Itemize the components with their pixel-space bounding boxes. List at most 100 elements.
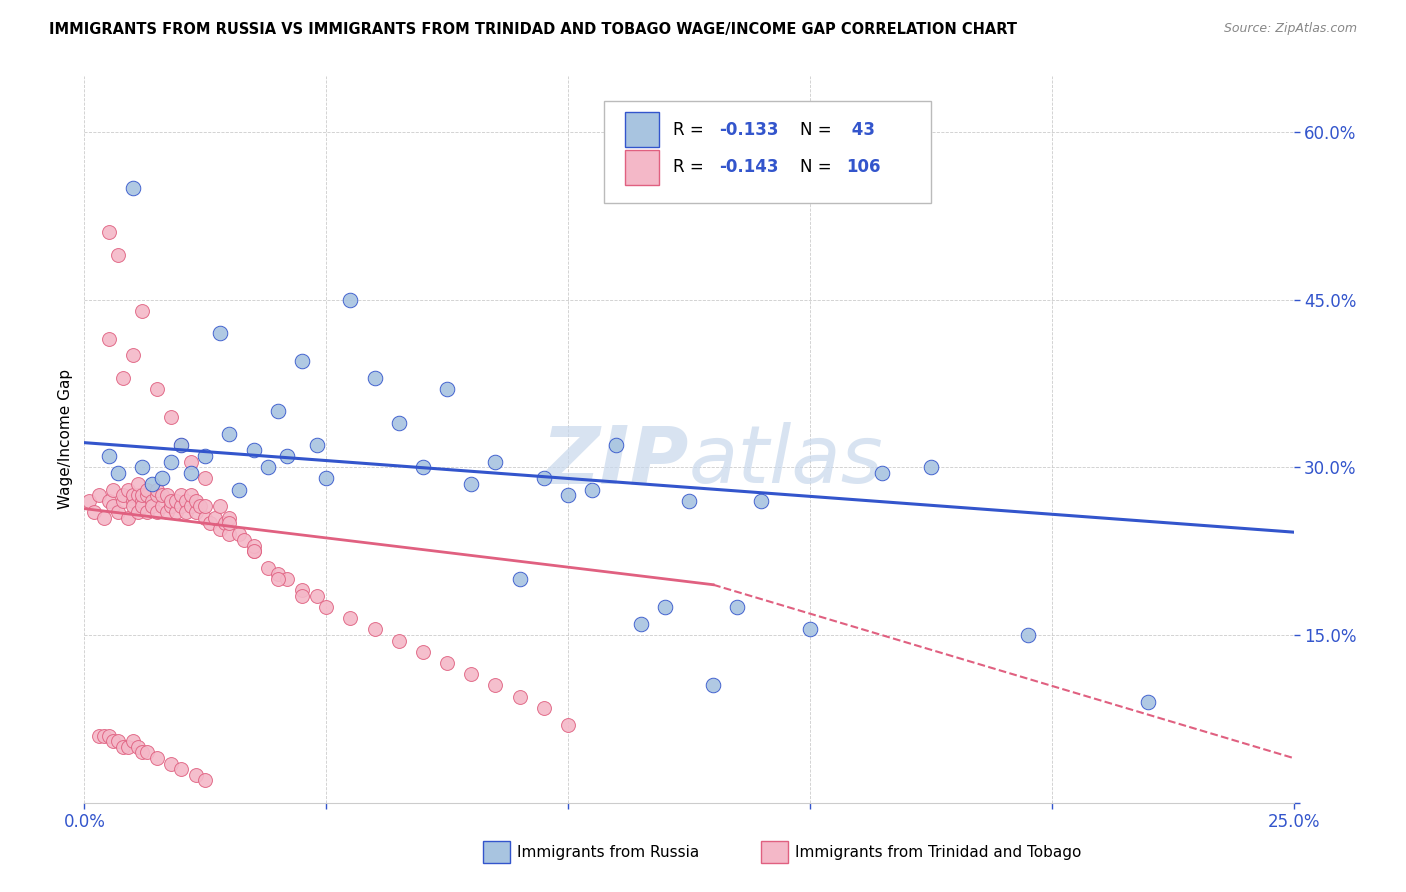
Text: atlas: atlas	[689, 422, 884, 500]
Point	[228, 483, 250, 497]
Point	[97, 449, 120, 463]
Point	[872, 466, 894, 480]
Point	[160, 756, 183, 771]
Point	[751, 493, 773, 508]
Point	[121, 734, 143, 748]
Point	[276, 572, 298, 586]
Point	[165, 505, 187, 519]
Point	[581, 483, 603, 497]
Point	[218, 510, 240, 524]
Point	[174, 505, 197, 519]
Point	[339, 293, 361, 307]
Point	[291, 589, 314, 603]
Point	[170, 438, 193, 452]
Point	[77, 493, 100, 508]
Point	[920, 460, 942, 475]
Point	[146, 382, 169, 396]
Point	[436, 382, 458, 396]
Point	[136, 746, 159, 760]
Point	[412, 460, 434, 475]
Point	[1017, 628, 1039, 642]
Point	[97, 493, 120, 508]
Point	[233, 533, 256, 547]
Point	[291, 583, 314, 598]
Point	[170, 762, 193, 776]
Text: 106: 106	[846, 159, 880, 177]
Point	[121, 488, 143, 502]
Text: R =: R =	[673, 120, 709, 138]
Point	[155, 488, 177, 502]
Text: N =: N =	[800, 120, 837, 138]
Point	[160, 500, 183, 514]
Point	[112, 739, 135, 754]
Point	[121, 348, 143, 362]
Point	[190, 500, 212, 514]
Point	[150, 471, 173, 485]
Point	[276, 449, 298, 463]
Point	[136, 488, 159, 502]
Point	[484, 678, 506, 692]
Bar	[624, 150, 659, 185]
Point	[170, 438, 193, 452]
Bar	[762, 841, 789, 863]
Point	[146, 488, 169, 502]
Point	[509, 572, 531, 586]
Point	[184, 768, 207, 782]
Point	[198, 516, 221, 531]
Point	[180, 488, 202, 502]
Point	[103, 500, 125, 514]
Point	[242, 544, 264, 558]
Point	[305, 589, 328, 603]
Point	[136, 483, 159, 497]
Point	[127, 488, 149, 502]
Point	[131, 460, 153, 475]
Point	[160, 455, 183, 469]
Point	[184, 505, 207, 519]
Point	[112, 371, 135, 385]
Point	[112, 493, 135, 508]
Point	[1137, 695, 1160, 709]
Point	[208, 326, 231, 340]
Text: IMMIGRANTS FROM RUSSIA VS IMMIGRANTS FROM TRINIDAD AND TOBAGO WAGE/INCOME GAP CO: IMMIGRANTS FROM RUSSIA VS IMMIGRANTS FRO…	[49, 22, 1017, 37]
Point	[228, 527, 250, 541]
Point	[267, 572, 290, 586]
Point	[93, 510, 115, 524]
Point	[107, 248, 129, 262]
Point	[363, 623, 385, 637]
Point	[257, 460, 280, 475]
Point	[180, 466, 202, 480]
Point	[218, 426, 240, 441]
Text: -0.143: -0.143	[720, 159, 779, 177]
Point	[131, 493, 153, 508]
Point	[460, 667, 482, 681]
Point	[214, 516, 236, 531]
Point	[533, 700, 555, 714]
Bar	[484, 841, 510, 863]
Point	[146, 483, 169, 497]
Point	[388, 416, 411, 430]
Point	[242, 544, 264, 558]
Text: R =: R =	[673, 159, 709, 177]
Bar	[624, 112, 659, 147]
Point	[103, 734, 125, 748]
Point	[436, 656, 458, 670]
Point	[194, 500, 217, 514]
Point	[180, 500, 202, 514]
Text: -0.133: -0.133	[720, 120, 779, 138]
Point	[141, 500, 163, 514]
Point	[131, 488, 153, 502]
Point	[630, 616, 652, 631]
Point	[170, 488, 193, 502]
Point	[150, 500, 173, 514]
Point	[160, 409, 183, 424]
Point	[242, 539, 264, 553]
Point	[160, 493, 183, 508]
Point	[136, 505, 159, 519]
Point	[267, 404, 290, 418]
Point	[204, 510, 226, 524]
Point	[170, 500, 193, 514]
Point	[97, 332, 120, 346]
Point	[121, 180, 143, 194]
Text: Source: ZipAtlas.com: Source: ZipAtlas.com	[1223, 22, 1357, 36]
Point	[165, 493, 187, 508]
